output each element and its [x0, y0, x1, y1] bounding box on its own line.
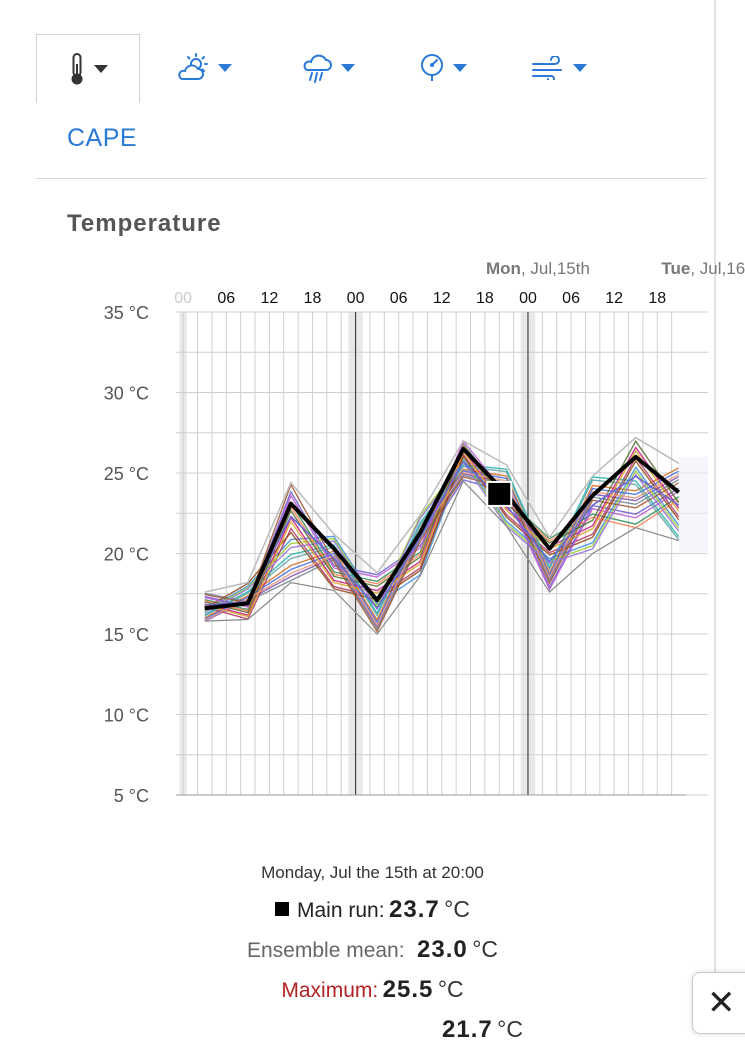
tab-sun-cloud[interactable] — [164, 34, 244, 102]
ensemble-member-line — [204, 439, 680, 614]
readout-min-row: 21.7 °C — [0, 1016, 745, 1044]
ensemble-member-line — [204, 476, 680, 634]
max-label: Maximum: — [281, 979, 379, 1002]
section-title: Temperature — [67, 210, 222, 237]
ensemble-member-line — [204, 457, 680, 612]
unit-label: °C — [437, 976, 464, 1002]
thermometer-icon — [68, 52, 86, 86]
x-tick-label: 18 — [304, 290, 322, 307]
ensemble-member-line — [204, 471, 680, 627]
day-label: Tue, Jul,16th — [661, 259, 745, 278]
chevron-down-icon — [453, 64, 467, 72]
panel-edge — [714, 0, 716, 1024]
y-tick-label: 35 °C — [104, 303, 149, 323]
main-run-line — [204, 446, 681, 611]
x-tick-label: 12 — [605, 290, 623, 307]
tab-pressure[interactable] — [408, 34, 478, 102]
tab-temperature[interactable] — [36, 34, 140, 103]
unit-label: °C — [472, 936, 499, 962]
readout-main-row: Main run: 23.7 °C — [0, 896, 745, 924]
x-tick-label: 18 — [476, 290, 494, 307]
readout-max-row: Maximum: 25.5 °C — [0, 976, 745, 1004]
chevron-down-icon — [341, 64, 355, 72]
x-tick-label: 12 — [260, 290, 278, 307]
chevron-down-icon — [573, 64, 587, 72]
ensemble-member-line — [204, 446, 680, 616]
divider — [36, 178, 707, 179]
ensemble-member-line — [204, 465, 680, 618]
y-tick-label: 30 °C — [104, 384, 149, 404]
wind-icon — [531, 56, 565, 80]
chevron-down-icon — [218, 64, 232, 72]
x-tick-label: 12 — [433, 290, 451, 307]
x-tick-label: 18 — [648, 290, 666, 307]
unit-label: °C — [444, 896, 470, 922]
tab-precipitation[interactable] — [288, 34, 368, 102]
readout-datetime: Monday, Jul the 15th at 20:00 — [261, 863, 484, 882]
ensemble-min-line — [204, 480, 679, 635]
main-run-marker-icon — [275, 902, 289, 916]
min-value: 21.7 — [442, 1016, 493, 1043]
sun-cloud-icon — [176, 53, 210, 83]
close-icon: ✕ — [707, 983, 736, 1023]
x-tick-label: 00 — [174, 290, 192, 307]
y-tick-label: 5 °C — [114, 786, 149, 806]
chevron-down-icon — [94, 65, 108, 73]
x-tick-label: 00 — [347, 290, 365, 307]
rain-cloud-icon — [301, 52, 333, 84]
x-tick-label: 06 — [562, 290, 580, 307]
readout-mean-row: Ensemble mean: 23.0 °C — [0, 936, 745, 964]
unit-label: °C — [497, 1016, 523, 1042]
y-tick-label: 25 °C — [104, 464, 149, 484]
gauge-icon — [419, 53, 445, 83]
main-run-value: 23.7 — [389, 896, 440, 923]
y-tick-label: 20 °C — [104, 545, 149, 565]
tab-wind[interactable] — [524, 34, 594, 102]
temperature-chart[interactable]: 35 °C 30 °C 25 °C 20 °C 15 °C 10 °C 5 °C 00 06 12… — [0, 250, 745, 810]
ensemble-max-line — [204, 436, 680, 593]
x-tick-label: 00 — [519, 290, 537, 307]
x-tick-label: 06 — [217, 290, 235, 307]
day-label: Mon, Jul,15th — [486, 259, 590, 278]
y-tick-label: 10 °C — [104, 706, 149, 726]
main-run-label: Main run: — [297, 899, 385, 922]
mean-label: Ensemble mean: — [246, 939, 405, 962]
forecast-fade — [678, 456, 708, 554]
selected-point-marker — [486, 480, 513, 507]
ensemble-member-line — [204, 454, 680, 610]
ensemble-member-line — [204, 453, 680, 620]
max-value: 25.5 — [382, 976, 434, 1003]
x-tick-label: 06 — [390, 290, 408, 307]
close-button[interactable]: ✕ — [692, 972, 745, 1034]
parameter-toolbar — [36, 34, 708, 103]
cape-link[interactable]: CAPE — [67, 124, 138, 152]
ensemble-mean-line — [204, 460, 680, 610]
ensemble-member-line — [204, 449, 680, 618]
y-tick-label: 15 °C — [104, 625, 149, 645]
mean-value: 23.0 — [417, 936, 468, 963]
